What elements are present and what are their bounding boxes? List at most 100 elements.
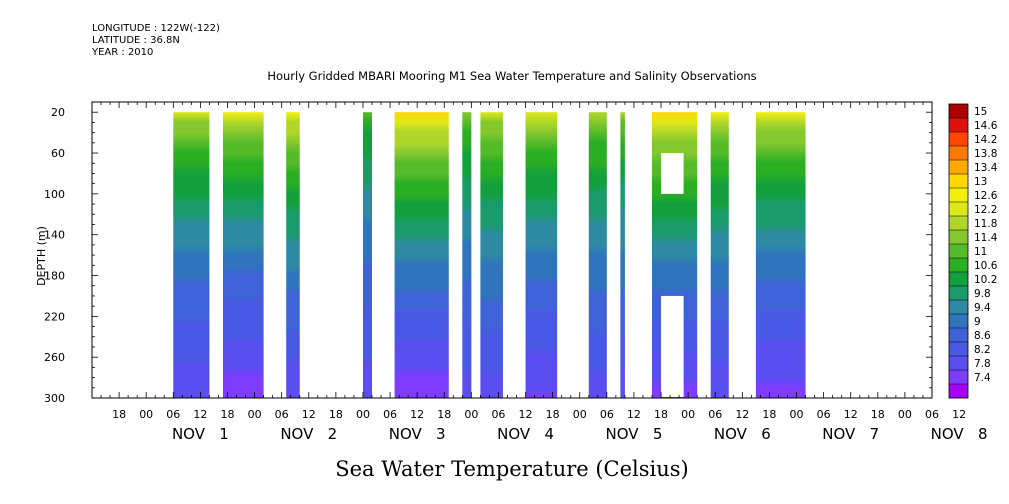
colorbar-label: 12.2	[974, 204, 997, 216]
x-hour-label: 00	[139, 408, 153, 421]
y-tick-label: 180	[44, 270, 65, 283]
plot-frame	[91, 101, 933, 399]
x-day-label: NOV 2	[280, 425, 337, 443]
x-day-label: NOV 4	[497, 425, 554, 443]
data-segment	[173, 112, 210, 398]
x-hour-label: 18	[546, 408, 560, 421]
x-hour-label: 00	[356, 408, 370, 421]
colorbar-swatch	[949, 216, 968, 231]
x-hour-label: 06	[166, 408, 180, 421]
x-hour-label: 06	[600, 408, 614, 421]
colorbar-swatch	[949, 244, 968, 259]
x-hour-label: 18	[654, 408, 668, 421]
x-hour-label: 18	[329, 408, 343, 421]
x-hour-label: 18	[762, 408, 776, 421]
colorbar-swatch	[949, 300, 968, 315]
colorbar-swatch	[949, 188, 968, 203]
colorbar-label: 11	[974, 246, 987, 258]
x-day-label: NOV 7	[822, 425, 879, 443]
colorbar-label: 13.8	[974, 148, 997, 160]
data-segment	[286, 112, 300, 398]
x-hour-label: 18	[220, 408, 234, 421]
x-day-label: NOV 3	[389, 425, 446, 443]
x-hour-label: 12	[627, 408, 641, 421]
data-segment	[480, 112, 503, 398]
colorbar-label: 14.6	[974, 120, 998, 132]
colorbar-swatch	[949, 286, 968, 301]
x-hour-label: 00	[681, 408, 695, 421]
colorbar-swatch	[949, 370, 968, 385]
x-hour-label: 12	[410, 408, 424, 421]
y-tick-label: 220	[44, 310, 65, 323]
units-label: Sea Water Temperature (Celsius)	[335, 457, 689, 481]
x-hour-label: 00	[248, 408, 262, 421]
colorbar-swatch	[949, 202, 968, 217]
y-tick-label: 300	[44, 392, 65, 405]
x-day-label: NOV 5	[605, 425, 662, 443]
year-label: YEAR : 2010	[92, 47, 154, 58]
colorbar-label: 10.2	[974, 274, 997, 286]
colorbar-swatch	[949, 160, 968, 175]
x-hour-label: 00	[573, 408, 587, 421]
x-hour-label: 12	[193, 408, 207, 421]
x-hour-label: 06	[383, 408, 397, 421]
data-segment	[462, 112, 472, 398]
x-hour-label: 00	[790, 408, 804, 421]
missing-data-block	[661, 153, 684, 194]
colorbar-swatch	[949, 314, 968, 329]
x-hour-label: 18	[437, 408, 451, 421]
x-hour-label: 06	[817, 408, 831, 421]
x-hour-label: 00	[464, 408, 478, 421]
x-hour-label: 12	[735, 408, 749, 421]
colorbar-swatch	[949, 356, 968, 371]
colorbar-swatch	[949, 230, 968, 245]
colorbar-swatch	[949, 104, 968, 119]
y-tick-label: 260	[44, 351, 65, 364]
y-tick-label: 60	[51, 147, 65, 160]
x-hour-label: 00	[898, 408, 912, 421]
x-hour-label: 12	[302, 408, 316, 421]
data-segment	[362, 112, 372, 398]
longitude-label: LONGITUDE : 122W(-122)	[92, 23, 220, 34]
y-tick-label: 100	[44, 188, 65, 201]
colorbar-swatch	[949, 328, 968, 343]
colorbar: 15 14.6 14.2 13.8 13.4 13 12.6 12.2 11.8 11.4 11 10…	[948, 103, 998, 399]
data-segment	[588, 112, 607, 398]
colorbar-label: 8.2	[974, 344, 991, 356]
data-segment	[620, 112, 625, 398]
data-segment	[710, 112, 729, 398]
colorbar-swatch	[949, 258, 968, 273]
x-day-label: NOV 8	[931, 425, 988, 443]
colorbar-label: 7.4	[974, 372, 991, 384]
colorbar-label: 15	[974, 106, 987, 118]
x-hour-label: 12	[844, 408, 858, 421]
x-day-label: NOV 1	[172, 425, 229, 443]
colorbar-label: 8.6	[974, 330, 991, 342]
colorbar-label: 13	[974, 176, 987, 188]
colorbar-swatch	[949, 174, 968, 189]
x-hour-label: 06	[708, 408, 722, 421]
data-segment	[525, 112, 558, 398]
colorbar-label: 12.6	[974, 190, 998, 202]
x-hour-label: 12	[952, 408, 966, 421]
colorbar-swatch	[949, 342, 968, 357]
plot-background	[92, 102, 932, 398]
colorbar-swatch	[949, 146, 968, 161]
y-tick-label: 140	[44, 229, 65, 242]
x-hour-label: 12	[519, 408, 533, 421]
colorbar-label: 9.4	[974, 302, 991, 314]
plot-area	[92, 102, 932, 398]
colorbar-swatch	[949, 118, 968, 133]
data-segment	[222, 112, 264, 398]
latitude-label: LATITUDE : 36.8N	[92, 35, 180, 46]
colorbar-label: 11.8	[974, 218, 997, 230]
colorbar-label: 9	[974, 316, 981, 328]
x-hour-label: 18	[112, 408, 126, 421]
x-hour-label: 06	[275, 408, 289, 421]
x-hour-label: 06	[925, 408, 939, 421]
data-segment	[755, 112, 806, 398]
colorbar-label: 11.4	[974, 232, 998, 244]
colorbar-label: 14.2	[974, 134, 997, 146]
colorbar-label: 7.8	[974, 358, 991, 370]
